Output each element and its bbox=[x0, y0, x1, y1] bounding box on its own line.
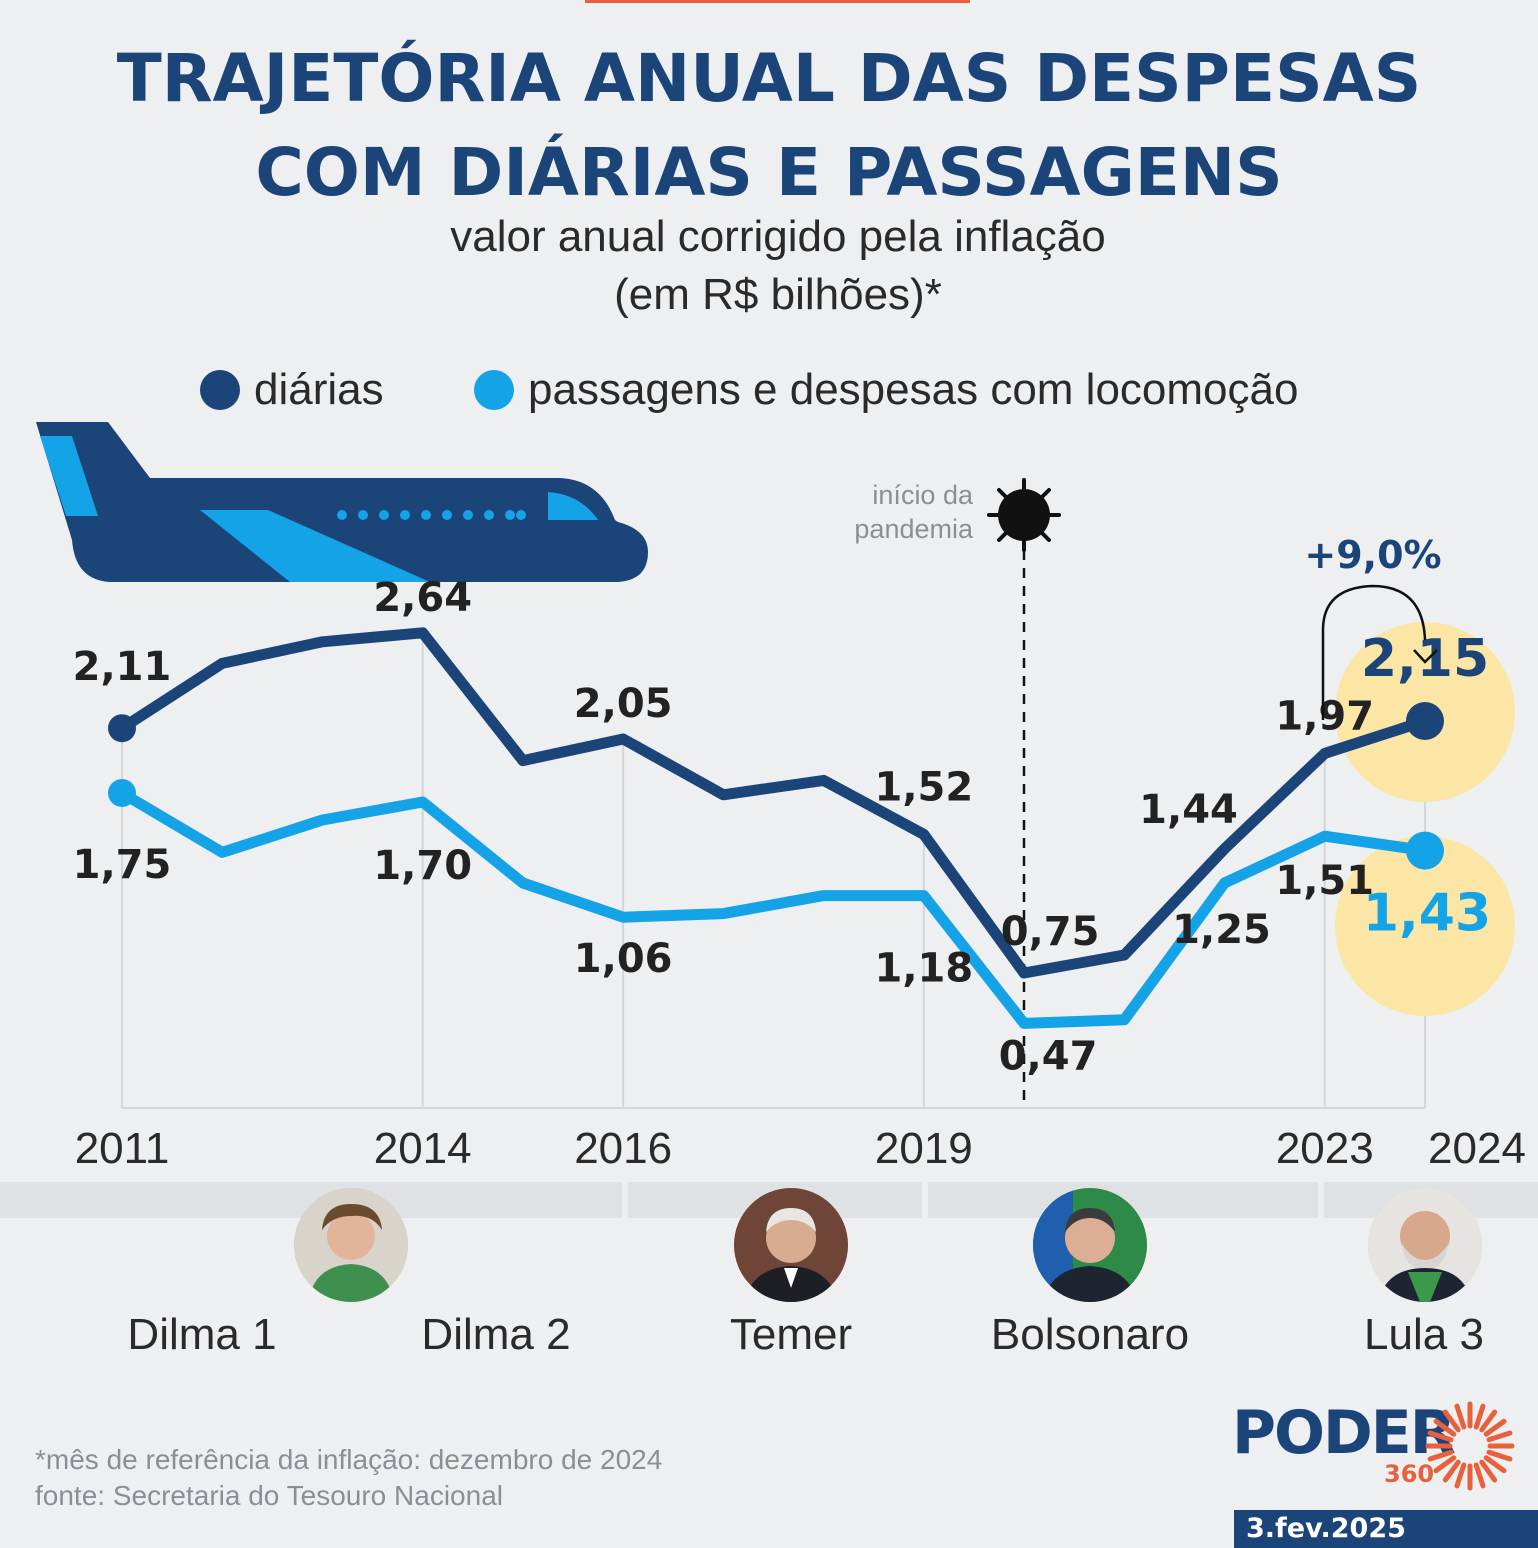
label-diarias-2014: 2,64 bbox=[373, 575, 472, 621]
label-diarias-2016: 2,05 bbox=[574, 681, 673, 727]
label-passagens-2016: 1,06 bbox=[574, 936, 673, 982]
label-diarias-2023: 1,97 bbox=[1275, 693, 1374, 739]
gov-name-dilma-2: Dilma 2 bbox=[421, 1310, 571, 1359]
pandemic-note-line-1: início da bbox=[872, 480, 974, 510]
gov-name-lula-3: Lula 3 bbox=[1364, 1310, 1484, 1359]
x-tick-2016: 2016 bbox=[574, 1124, 672, 1173]
point-passagens-2011 bbox=[108, 779, 136, 807]
label-diarias-2022: 1,44 bbox=[1139, 787, 1238, 833]
airplane-icon bbox=[36, 422, 648, 582]
x-tick-2019: 2019 bbox=[875, 1124, 973, 1173]
gov-name-temer: Temer bbox=[729, 1310, 853, 1359]
series-line-passagens bbox=[119, 788, 1426, 1029]
legend-item-passagens: passagens e despesas com locomoção bbox=[474, 360, 1298, 420]
x-tick-labels: 2011 2014 2016 2019 2023 2024 bbox=[75, 1124, 1526, 1173]
brand-logo-360: 360 bbox=[1384, 1460, 1435, 1488]
label-passagens-2019: 1,18 bbox=[874, 946, 973, 992]
footnote: *mês de referência da inflação: dezembro… bbox=[35, 1444, 663, 1475]
brand-logo: PODER bbox=[1232, 1398, 1456, 1468]
legend-dot-passagens bbox=[474, 370, 514, 410]
gov-name-dilma-1: Dilma 1 bbox=[127, 1310, 277, 1359]
subtitle-line-1: valor anual corrigido pela inflação bbox=[450, 212, 1106, 261]
avatar-lula bbox=[1368, 1188, 1482, 1302]
legend-label-passagens: passagens e despesas com locomoção bbox=[528, 365, 1299, 414]
gridlines bbox=[121, 632, 1426, 1108]
virus-icon bbox=[987, 478, 1061, 552]
legend-dot-diarias bbox=[200, 370, 240, 410]
series-line-diarias bbox=[119, 627, 1427, 979]
label-passagens-2011: 1,75 bbox=[73, 842, 172, 888]
highlight-passagens-2024 bbox=[1335, 836, 1515, 1016]
label-passagens-2024: 1,43 bbox=[1363, 884, 1491, 944]
data-points bbox=[108, 702, 1444, 870]
label-passagens-2014: 1,70 bbox=[373, 843, 472, 889]
label-passagens-2023: 1,51 bbox=[1275, 858, 1374, 904]
point-passagens-2024 bbox=[1405, 831, 1444, 870]
source: fonte: Secretaria do Tesouro Nacional bbox=[35, 1480, 503, 1511]
chart-subtitle: valor anual corrigido pela inflação (em … bbox=[0, 208, 1538, 324]
point-diarias-2024 bbox=[1405, 702, 1444, 740]
gov-name-bolsonaro: Bolsonaro bbox=[990, 1310, 1190, 1359]
line-chart: início da pandemia 2,11 2,64 2,05 1,52 0,75 1… bbox=[36, 422, 1526, 1173]
label-diarias-2019: 1,52 bbox=[874, 764, 973, 810]
x-tick-2014: 2014 bbox=[374, 1124, 472, 1173]
chart-title: TRAJETÓRIA ANUAL DAS DESPESAS COM DIÁRIA… bbox=[0, 32, 1538, 220]
label-passagens-2020: 0,47 bbox=[999, 1033, 1098, 1079]
avatar-temer bbox=[734, 1188, 848, 1302]
title-line-1: TRAJETÓRIA ANUAL DAS DESPESAS bbox=[116, 40, 1422, 117]
sun-burst-icon bbox=[1425, 1401, 1515, 1491]
publication-date: 3.fev.2025 bbox=[1234, 1510, 1538, 1548]
x-tick-2023: 2023 bbox=[1276, 1124, 1374, 1173]
subtitle-line-2: (em R$ bilhões)* bbox=[614, 270, 942, 319]
label-diarias-2020: 0,75 bbox=[1001, 909, 1100, 955]
curved-arrow-icon bbox=[1321, 584, 1427, 720]
arrow-head-icon bbox=[1413, 649, 1438, 664]
point-diarias-2011 bbox=[108, 714, 136, 743]
title-line-2: COM DIÁRIAS E PASSAGENS bbox=[255, 134, 1283, 211]
x-tick-2024: 2024 bbox=[1428, 1124, 1526, 1173]
data-labels: 2,112,642,051,520,751,441,972,151,75 1,70… bbox=[73, 575, 1491, 1080]
change-percent: +9,0% bbox=[1304, 533, 1441, 577]
pandemic-note-line-2: pandemia bbox=[854, 514, 974, 544]
top-accent-bar bbox=[585, 0, 970, 3]
label-diarias-2011: 2,11 bbox=[73, 644, 172, 690]
x-tick-2011: 2011 bbox=[75, 1124, 170, 1173]
legend-label-diarias: diárias bbox=[254, 365, 384, 414]
legend-item-diarias: diárias bbox=[200, 360, 384, 420]
label-passagens-2022: 1,25 bbox=[1172, 907, 1271, 953]
avatar-bolsonaro bbox=[1033, 1188, 1147, 1302]
avatar-dilma bbox=[294, 1188, 408, 1302]
